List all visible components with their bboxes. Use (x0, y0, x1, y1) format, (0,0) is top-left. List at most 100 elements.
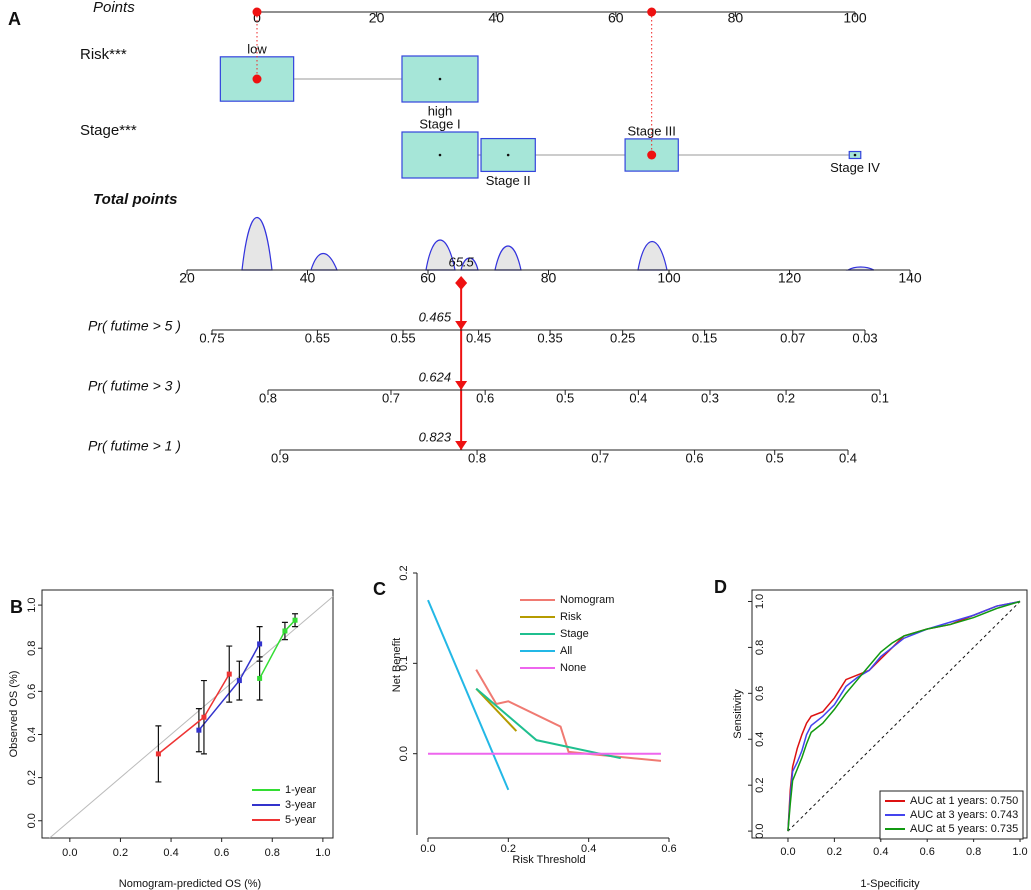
series-line (787, 600, 1021, 832)
y-tick-label: 1.0 (754, 594, 766, 609)
selected-level (647, 150, 657, 160)
level-label: Stage IV (830, 160, 880, 175)
y-tick-label: 0.0 (26, 813, 38, 828)
tick-label: 0.7 (591, 450, 609, 465)
x-tick-label: 0.8 (265, 847, 280, 859)
x-tick-label: 0.4 (581, 843, 596, 855)
selected-point (252, 7, 262, 17)
tick-label: 0.07 (780, 330, 805, 345)
probability-marker (455, 321, 468, 330)
legend-label: AUC at 3 years: 0.743 (910, 809, 1018, 821)
axis-label: Points (93, 0, 135, 16)
tick-label: 20 (179, 270, 195, 286)
tick-label: 0.03 (852, 330, 877, 345)
density (425, 239, 456, 271)
y-tick-label: 0.2 (26, 770, 38, 785)
probability-value: 0.823 (419, 429, 452, 444)
axis-label: Total points (93, 191, 177, 208)
tick-label: 0.55 (390, 330, 415, 345)
panel-label: D (714, 577, 727, 597)
tick-label: 0.6 (476, 390, 494, 405)
variable-label: Risk*** (80, 46, 127, 63)
x-tick-label: 0.0 (780, 846, 795, 858)
tick-label: 0.35 (537, 330, 562, 345)
tick-label: 0.6 (686, 450, 704, 465)
tick-label: 140 (898, 270, 922, 286)
x-tick-label: 1.0 (315, 847, 330, 859)
data-point (292, 617, 298, 623)
tick-label: 0.45 (466, 330, 491, 345)
legend-label: AUC at 1 years: 0.750 (910, 795, 1018, 807)
y-tick-label: 0.1 (398, 656, 410, 671)
legend-label: 3-year (285, 799, 317, 811)
probability-marker (455, 381, 468, 390)
probability-value: 0.624 (419, 369, 452, 384)
y-tick-label: 0.4 (26, 727, 38, 742)
tick-label: 0.4 (629, 390, 647, 405)
series-line (427, 599, 510, 791)
reference-line (787, 601, 1021, 832)
tick-label: 80 (541, 270, 557, 286)
x-axis-label: Risk Threshold (512, 854, 585, 866)
y-tick-label: 0.8 (26, 641, 38, 656)
y-tick-label: 0.6 (26, 684, 38, 699)
level-label: high (428, 103, 453, 118)
level-center (853, 153, 857, 157)
series-line (475, 687, 622, 760)
data-point (201, 714, 207, 720)
x-tick-label: 0.6 (920, 846, 935, 858)
series-line (258, 619, 296, 679)
tick-label: 0.25 (610, 330, 635, 345)
y-tick-label: 0.0 (754, 823, 766, 838)
tick-label: 0.15 (692, 330, 717, 345)
reference-line (49, 596, 334, 839)
level-label: Stage II (486, 173, 531, 188)
tick-label: 0.9 (271, 450, 289, 465)
y-tick-label: 0.8 (754, 640, 766, 655)
data-point (282, 628, 288, 634)
data-point (236, 678, 242, 684)
legend-label: All (560, 645, 572, 657)
y-axis-label: Net Benefit (391, 638, 403, 692)
level-center (438, 153, 442, 157)
y-tick-label: 0.2 (398, 565, 410, 580)
legend-label: Nomogram (560, 594, 614, 606)
tick-label: 0.5 (556, 390, 574, 405)
plot-frame (41, 589, 334, 839)
series-line (475, 687, 518, 732)
y-axis-label: Observed OS (%) (8, 671, 20, 758)
level-center (438, 77, 442, 81)
x-tick-label: 0.6 (661, 843, 676, 855)
y-tick-label: 0.2 (754, 778, 766, 793)
tick-label: 0.1 (871, 390, 889, 405)
level-center (506, 153, 510, 157)
series-line (157, 673, 230, 755)
panel-label: C (373, 579, 386, 599)
level-label: Stage III (627, 123, 675, 138)
tick-label: 60 (608, 10, 624, 26)
tick-label: 0.65 (305, 330, 330, 345)
tick-label: 20 (369, 10, 385, 26)
total-marker (455, 276, 468, 290)
tick-label: 0.3 (701, 390, 719, 405)
tick-label: 40 (300, 270, 316, 286)
tick-label: 0.8 (468, 450, 486, 465)
y-tick-label: 1.0 (26, 597, 38, 612)
data-point (155, 751, 161, 757)
tick-label: 80 (728, 10, 744, 26)
y-tick-label: 0.4 (754, 732, 766, 747)
x-tick-label: 0.4 (163, 847, 178, 859)
axis-label: Pr( futime > 1 ) (88, 438, 181, 454)
data-point (257, 641, 263, 647)
density (241, 217, 273, 271)
tick-label: 100 (843, 10, 867, 26)
axis-label: Pr( futime > 3 ) (88, 378, 181, 394)
series-line (787, 600, 1021, 832)
x-tick-label: 0.2 (827, 846, 842, 858)
legend-label: AUC at 5 years: 0.735 (910, 823, 1018, 835)
y-tick-label: 0.0 (398, 746, 410, 761)
level-label: Stage I (419, 116, 460, 131)
tick-label: 0.5 (766, 450, 784, 465)
density-curves (241, 217, 875, 271)
panel-label: B (10, 597, 23, 617)
